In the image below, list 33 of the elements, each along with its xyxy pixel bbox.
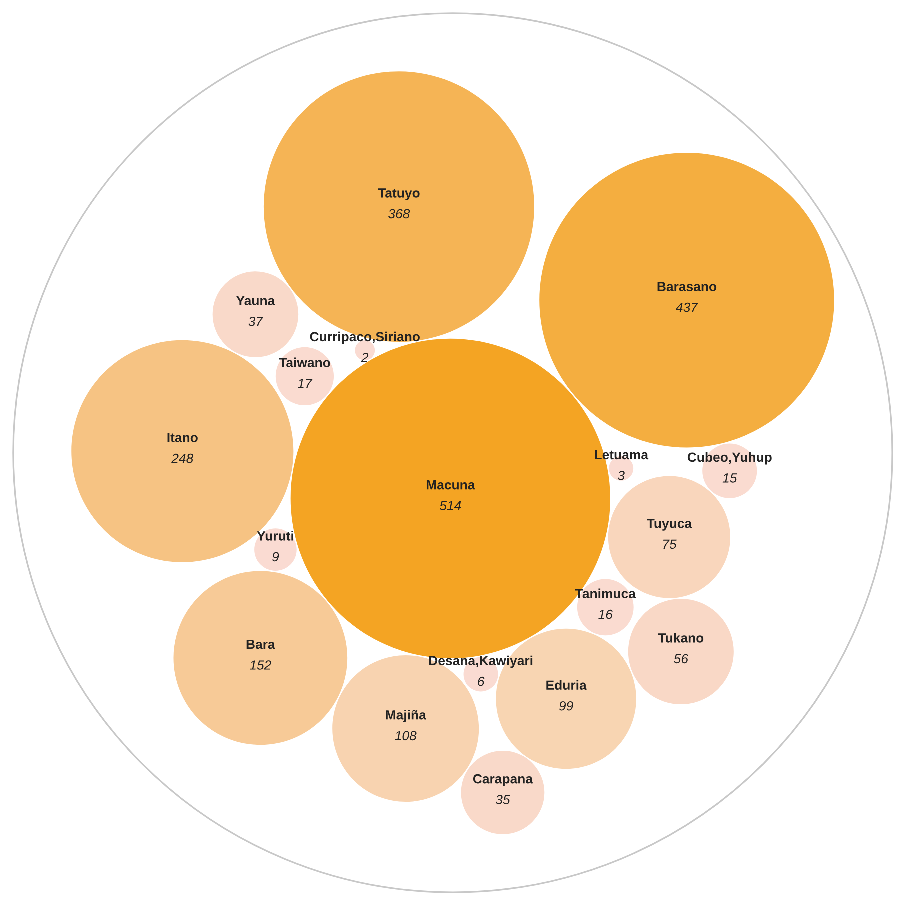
data-label: 56 <box>674 654 689 664</box>
category-label: Itano <box>168 433 198 442</box>
data-label: 152 <box>250 660 272 670</box>
data-label: 437 <box>676 302 698 312</box>
data-label: 37 <box>248 316 264 326</box>
category-label: Tatuyo <box>378 188 420 200</box>
category-label: Desana,Kawiyari <box>430 656 533 668</box>
data-label: 17 <box>298 379 313 388</box>
data-label: 16 <box>598 610 613 620</box>
category-label: Macuna <box>426 480 476 490</box>
category-label: Tukano <box>658 633 704 643</box>
category-label: Majiña <box>386 710 426 722</box>
data-label: 6 <box>478 676 485 686</box>
category-label: Barasano <box>658 282 717 292</box>
category-label: Carapana <box>473 774 534 786</box>
data-label: 368 <box>388 209 410 219</box>
data-label: 75 <box>663 540 677 550</box>
data-label: 2 <box>361 352 369 362</box>
category-label: Cubeo,Yuhup <box>688 452 772 465</box>
data-label: 248 <box>172 454 194 464</box>
category-label: Eduria <box>546 680 587 690</box>
category-label: Yauna <box>236 296 276 306</box>
data-label: 35 <box>496 795 510 805</box>
category-label: Bara <box>246 640 276 650</box>
category-label: Tuyuca <box>647 519 692 531</box>
data-label: 99 <box>559 701 574 711</box>
category-label: Yuruti <box>257 531 294 541</box>
data-label: 9 <box>272 552 280 562</box>
data-label: 108 <box>395 731 417 741</box>
data-label: 3 <box>618 471 625 480</box>
data-label: 514 <box>440 501 462 510</box>
category-label: Taiwano <box>279 358 330 368</box>
data-label: 15 <box>722 474 738 483</box>
